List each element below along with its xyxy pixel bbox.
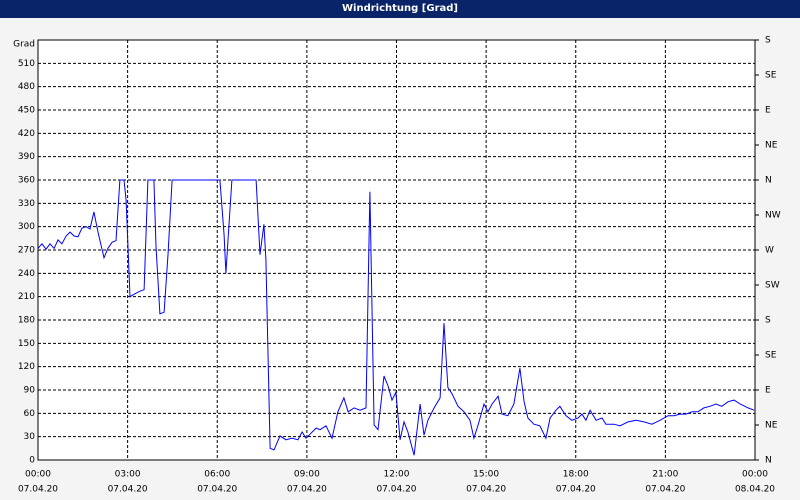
y2-tick-label: SE: [765, 71, 777, 81]
x-tick-label: 00:00: [25, 470, 51, 480]
y2-tick-label: NE: [765, 421, 778, 431]
x-tick-label: 12:00: [384, 470, 410, 480]
y-tick-label: 510: [18, 59, 35, 69]
y2-tick-label: NW: [765, 211, 781, 221]
y-axis-label: Grad: [13, 40, 35, 50]
y2-tick-label: N: [765, 176, 772, 186]
title-bar: Windrichtung [Grad]: [0, 0, 800, 18]
y-tick-label: 210: [18, 292, 35, 302]
x-tick-label: 18:00: [563, 470, 589, 480]
x-tick-date: 07.04.20: [645, 485, 685, 495]
y-tick-label: 390: [18, 152, 35, 162]
y-tick-label: 330: [18, 199, 35, 209]
y-tick-label: 0: [29, 456, 35, 466]
y2-tick-label: N: [765, 456, 772, 466]
y-tick-label: 420: [18, 129, 35, 139]
data-line: [37, 179, 755, 456]
x-tick-date: 07.04.20: [108, 485, 148, 495]
x-tick-label: 06:00: [204, 470, 230, 480]
y-tick-label: 360: [18, 176, 35, 186]
y2-tick-label: E: [765, 106, 771, 116]
x-tick-date: 07.04.20: [287, 485, 327, 495]
x-tick-label: 00:00: [742, 470, 768, 480]
x-tick-date: 07.04.20: [376, 485, 416, 495]
y2-tick-label: E: [765, 386, 771, 396]
x-tick-date: 07.04.20: [556, 485, 596, 495]
x-tick-label: 03:00: [115, 470, 141, 480]
y-tick-label: 90: [24, 386, 36, 396]
y-tick-label: 450: [18, 106, 35, 116]
y-tick-label: 270: [18, 246, 35, 256]
x-tick-label: 21:00: [652, 470, 678, 480]
x-tick-date: 07.04.20: [197, 485, 237, 495]
y-tick-label: 60: [24, 409, 36, 419]
y-tick-label: 240: [18, 269, 35, 279]
x-tick-label: 09:00: [294, 470, 320, 480]
y-tick-label: 150: [18, 339, 35, 349]
x-tick-label: 15:00: [473, 470, 499, 480]
y2-tick-label: SE: [765, 351, 777, 361]
y2-tick-label: S: [765, 36, 771, 46]
y-tick-label: 480: [18, 82, 35, 92]
x-tick-date: 07.04.20: [18, 485, 58, 495]
y-tick-label: 180: [18, 316, 35, 326]
x-tick-date: 08.04.20: [735, 485, 775, 495]
y-tick-label: 30: [24, 432, 36, 442]
y-tick-label: 300: [18, 222, 35, 232]
y2-tick-label: W: [765, 246, 774, 256]
y2-tick-label: S: [765, 316, 771, 326]
x-tick-date: 07.04.20: [466, 485, 506, 495]
y-tick-label: 120: [18, 362, 35, 372]
y2-tick-label: NE: [765, 141, 778, 151]
y2-tick-label: SW: [765, 281, 780, 291]
